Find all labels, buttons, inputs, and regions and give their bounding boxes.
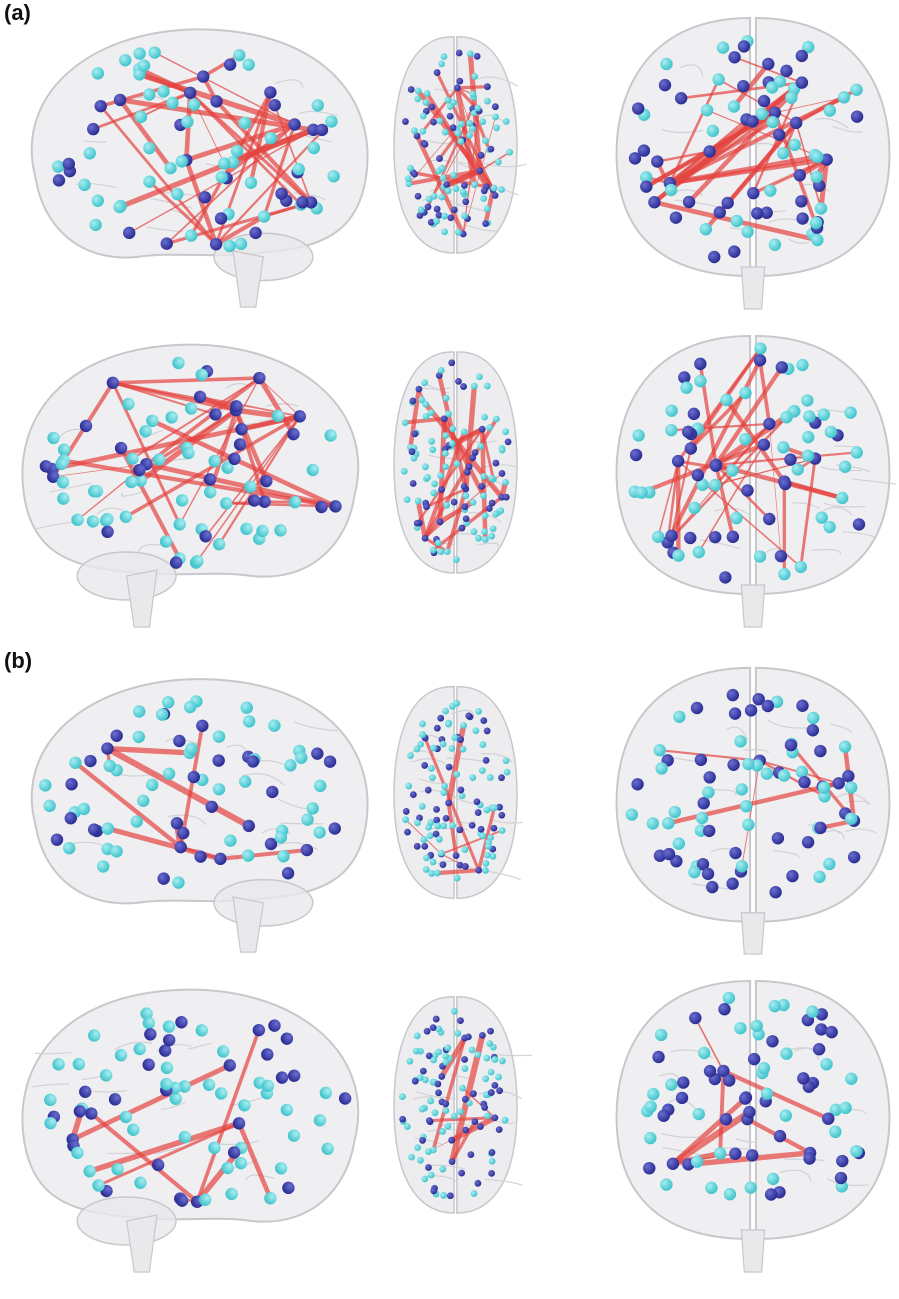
panel-label-a: (a) (4, 0, 31, 25)
brain-sagittal-b2 (21, 988, 360, 1273)
brain-axial-b2 (393, 996, 533, 1214)
brain-sagittal-a2 (21, 343, 360, 628)
brain-coronal-a2 (615, 334, 897, 628)
brain-axial-a1 (393, 36, 527, 254)
brain-coronal-b1 (615, 666, 891, 955)
brain-coronal-b2 (615, 979, 891, 1273)
brain-sagittal-a1 (30, 28, 369, 308)
brain-axial-a2 (393, 351, 519, 574)
panel-label-b: (b) (4, 648, 33, 673)
brain-sagittal-b1 (30, 678, 369, 953)
brain-axial-b1 (393, 685, 523, 900)
brain-coronal-a1 (615, 16, 891, 310)
